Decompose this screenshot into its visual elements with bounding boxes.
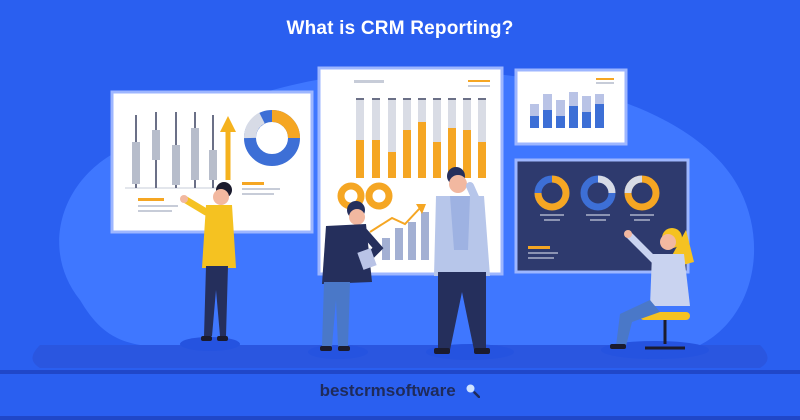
person-woman-pointing (180, 182, 236, 341)
trend-arrow-icon (369, 204, 426, 233)
donut-chart-3 (624, 175, 660, 211)
arrow-up-icon (220, 116, 236, 180)
person-woman-chair (610, 228, 694, 350)
bar-chart-top-right (530, 92, 604, 128)
person-man-tablet (320, 201, 384, 351)
panel-top-right (514, 68, 628, 146)
page-title: What is CRM Reporting? (286, 18, 514, 39)
bar-chart-center (356, 98, 486, 178)
magnifier-icon (464, 382, 481, 398)
panel-dark-right (514, 158, 690, 274)
donut-chart-2 (580, 175, 616, 211)
donut-chart-1 (534, 175, 570, 211)
brand-name: bestcrmsoftware (319, 381, 456, 400)
brand-strip (0, 374, 800, 416)
donut-chart-left (244, 110, 300, 166)
trend-bars-center (382, 212, 429, 260)
person-man-thinking (434, 167, 490, 354)
brand-logo: bestcrmsoftware (0, 381, 800, 401)
